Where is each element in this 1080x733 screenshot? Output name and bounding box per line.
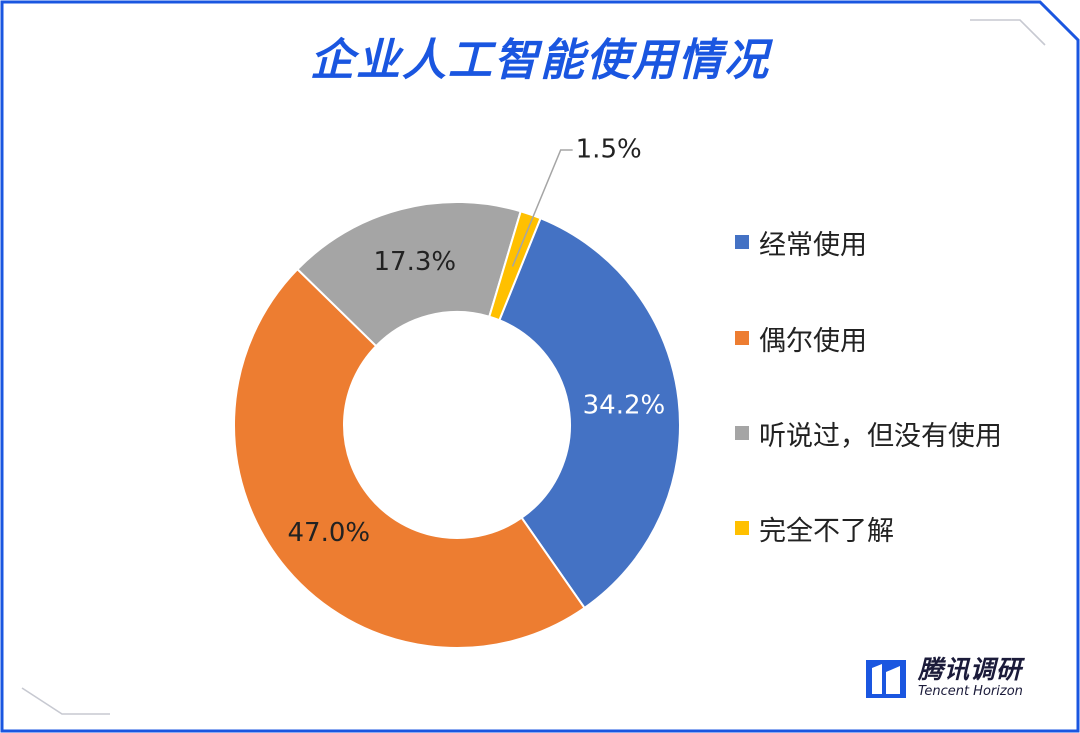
- slice-occasional: [233, 267, 586, 649]
- brand-name-en: Tencent Horizon: [918, 684, 1023, 699]
- slice-unaware: [488, 210, 542, 322]
- data-label: 34.2%: [583, 391, 666, 421]
- legend-label: 偶尔使用: [759, 325, 867, 357]
- data-label: 1.5%: [576, 134, 642, 164]
- legend-item-heard-not-used: 听说过，但没有使用: [735, 385, 1002, 481]
- slice-frequent: [498, 216, 681, 610]
- data-label: 17.3%: [374, 247, 457, 277]
- brand-name-cn: 腾讯调研: [918, 655, 1023, 684]
- legend-label: 完全不了解: [759, 515, 894, 547]
- legend-item-frequent: 经常使用: [735, 194, 867, 290]
- legend-swatch: [735, 331, 749, 345]
- slice-heard-not-used: [296, 201, 522, 348]
- legend-swatch: [735, 426, 749, 440]
- legend-item-occasional: 偶尔使用: [735, 290, 867, 386]
- legend-swatch: [735, 235, 749, 249]
- tencent-horizon-logo-icon: [866, 660, 906, 698]
- chart-title: 企业人工智能使用情况: [310, 35, 770, 86]
- legend-label: 经常使用: [759, 229, 867, 261]
- legend-label: 听说过，但没有使用: [759, 420, 1002, 452]
- brand-logo: 腾讯调研 Tencent Horizon: [864, 656, 1023, 700]
- legend-swatch: [735, 521, 749, 535]
- legend-item-unaware: 完全不了解: [735, 480, 894, 576]
- data-label: 47.0%: [288, 518, 371, 548]
- brand-text: 腾讯调研 Tencent Horizon: [918, 656, 1023, 700]
- leader-line: [511, 149, 573, 267]
